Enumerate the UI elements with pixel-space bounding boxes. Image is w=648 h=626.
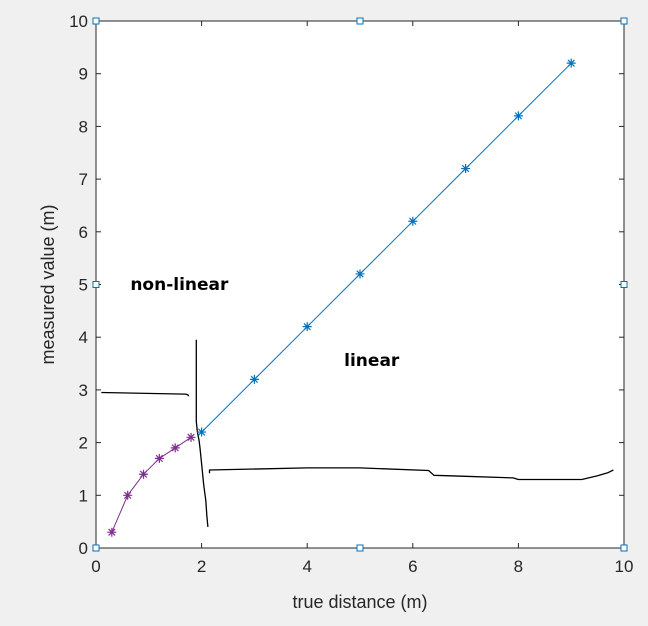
plot-area [95,20,625,549]
selection-handle [92,544,100,552]
x-tick-label: 10 [615,557,634,576]
data-point [170,443,180,453]
y-tick-label: 4 [79,328,88,347]
y-tick-label: 9 [79,65,88,84]
selection-handle [356,17,364,25]
y-axis-label: measured value (m) [38,204,58,364]
y-tick-label: 5 [79,276,88,295]
annotation-label: linear [344,351,400,371]
y-tick-label: 6 [79,223,88,242]
data-point [302,322,312,332]
y-tick-label: 3 [79,381,88,400]
data-point [249,374,259,384]
separator-stroke [101,391,190,397]
y-tick-label: 0 [79,539,88,558]
y-tick-label: 2 [79,434,88,453]
selection-handle [92,281,100,288]
annotation-label: non-linear [130,275,229,295]
data-point [186,432,196,442]
selection-handle [92,17,100,25]
y-tick-label: 7 [79,170,88,189]
x-tick-label: 4 [302,557,311,576]
selection-handle [620,544,628,552]
y-tick-label: 8 [79,117,88,136]
data-point [107,527,117,537]
separator-stroke [195,339,209,527]
data-point [139,469,149,479]
x-tick-label: 0 [91,557,100,576]
data-point [154,453,164,463]
series-line-1 [111,436,192,533]
series-line-2 [201,62,572,433]
x-axis-label: true distance (m) [292,592,427,612]
y-tick-label: 1 [79,486,88,505]
selection-handle [620,17,628,25]
data-point [123,490,133,500]
x-tick-label: 2 [197,557,206,576]
selection-handle [620,281,628,288]
data-point [408,216,418,226]
separator-stroke [208,467,614,481]
y-tick-label: 10 [69,12,88,31]
data-point [461,164,471,174]
data-point [197,427,207,437]
x-tick-label: 8 [514,557,523,576]
data-point [355,269,365,279]
selection-handle [356,544,364,552]
data-point [513,111,523,121]
data-point [566,58,576,68]
x-tick-label: 6 [408,557,417,576]
